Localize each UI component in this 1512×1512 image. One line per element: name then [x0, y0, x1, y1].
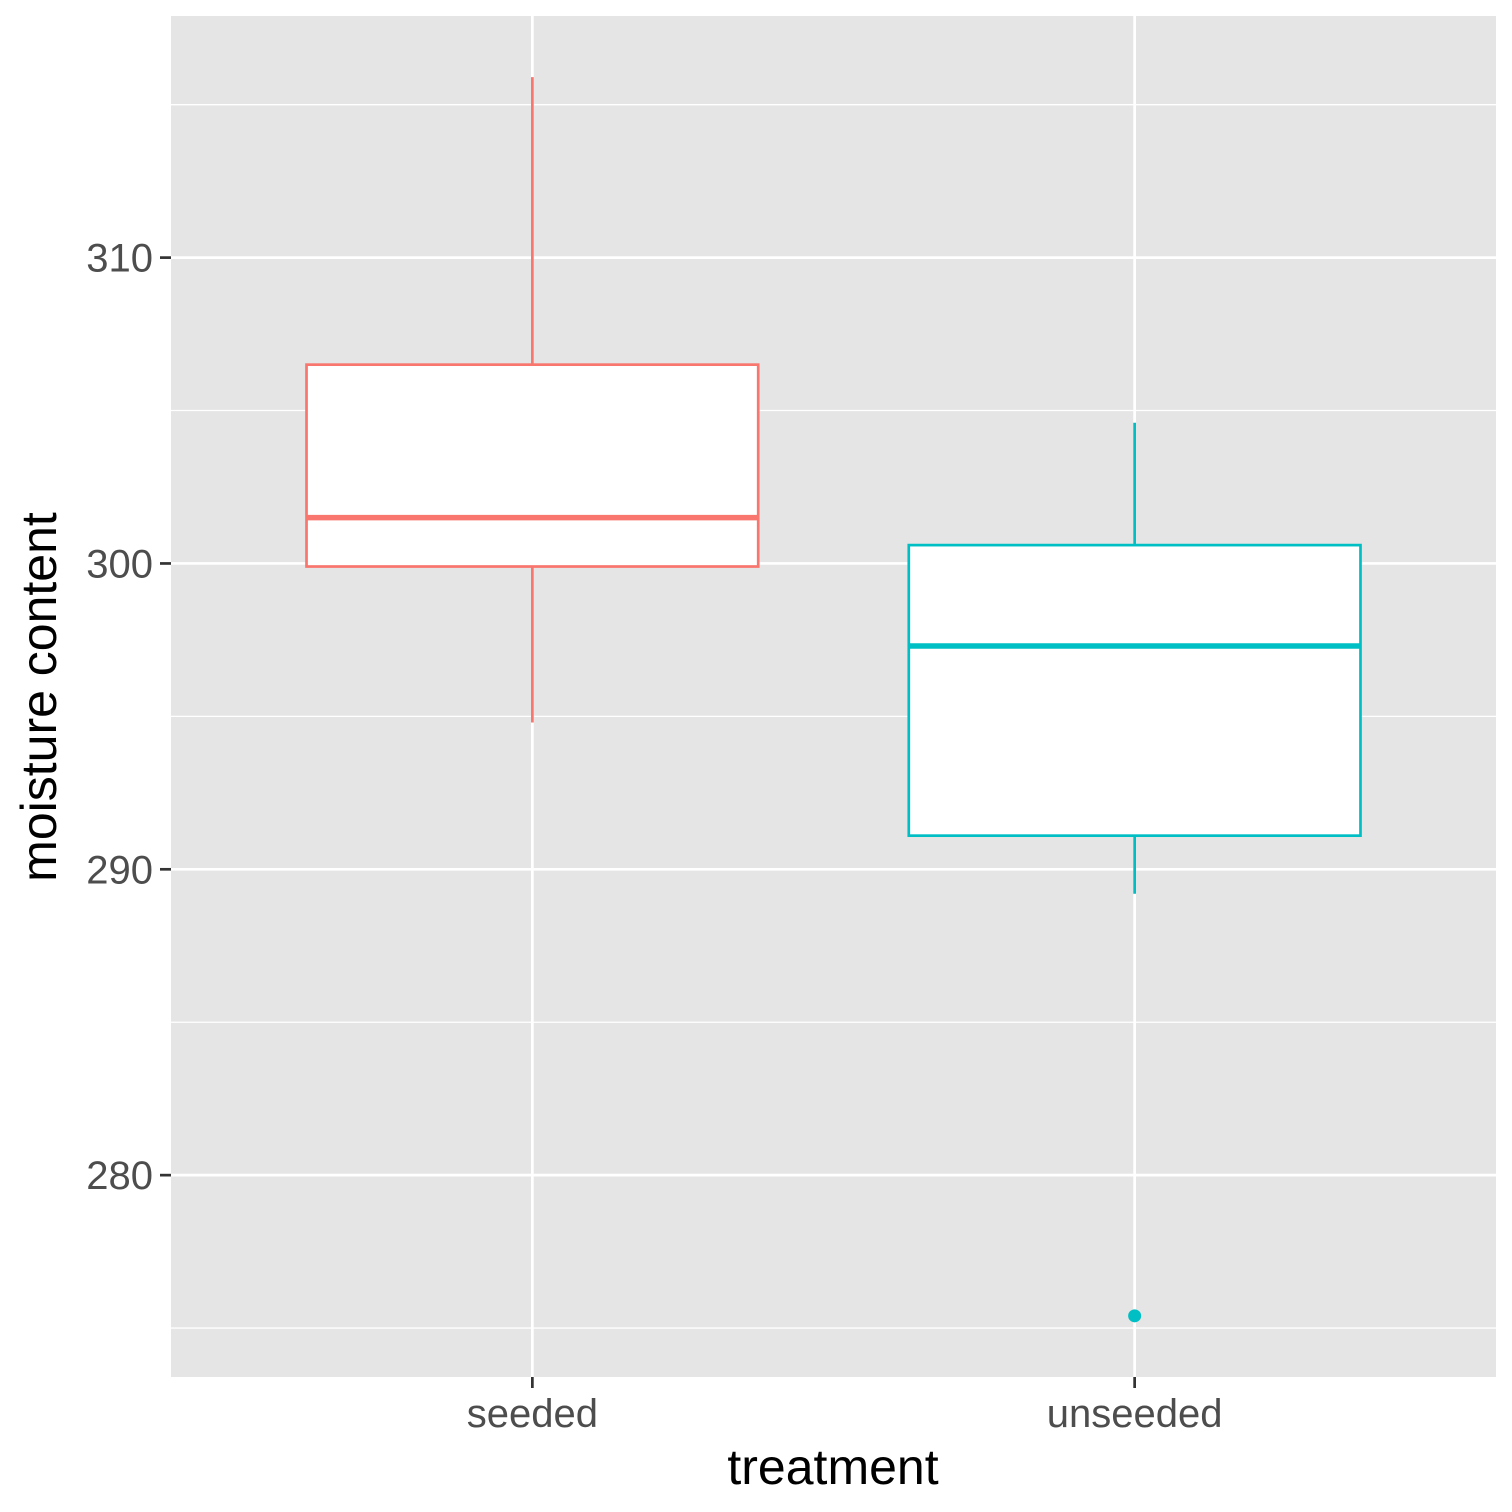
- y-axis: 280 290 300 310: [86, 237, 171, 1198]
- box-seeded: [305, 77, 760, 723]
- x-axis-title: treatment: [727, 1439, 938, 1495]
- iqr-box: [305, 363, 760, 568]
- x-tick-label: seeded: [467, 1392, 598, 1436]
- iqr-box: [907, 543, 1362, 838]
- x-tick-label: unseeded: [1047, 1392, 1223, 1436]
- y-tick-label: 280: [86, 1154, 153, 1198]
- outlier-point: [1128, 1309, 1142, 1323]
- y-tick-label: 300: [86, 542, 153, 586]
- box-layer: [305, 77, 1362, 1323]
- y-axis-title: moisture content: [11, 512, 67, 882]
- y-tick-label: 290: [86, 848, 153, 892]
- x-axis: seeded unseeded: [467, 1377, 1223, 1436]
- box-unseeded: [907, 422, 1362, 1323]
- y-tick-label: 310: [86, 237, 153, 281]
